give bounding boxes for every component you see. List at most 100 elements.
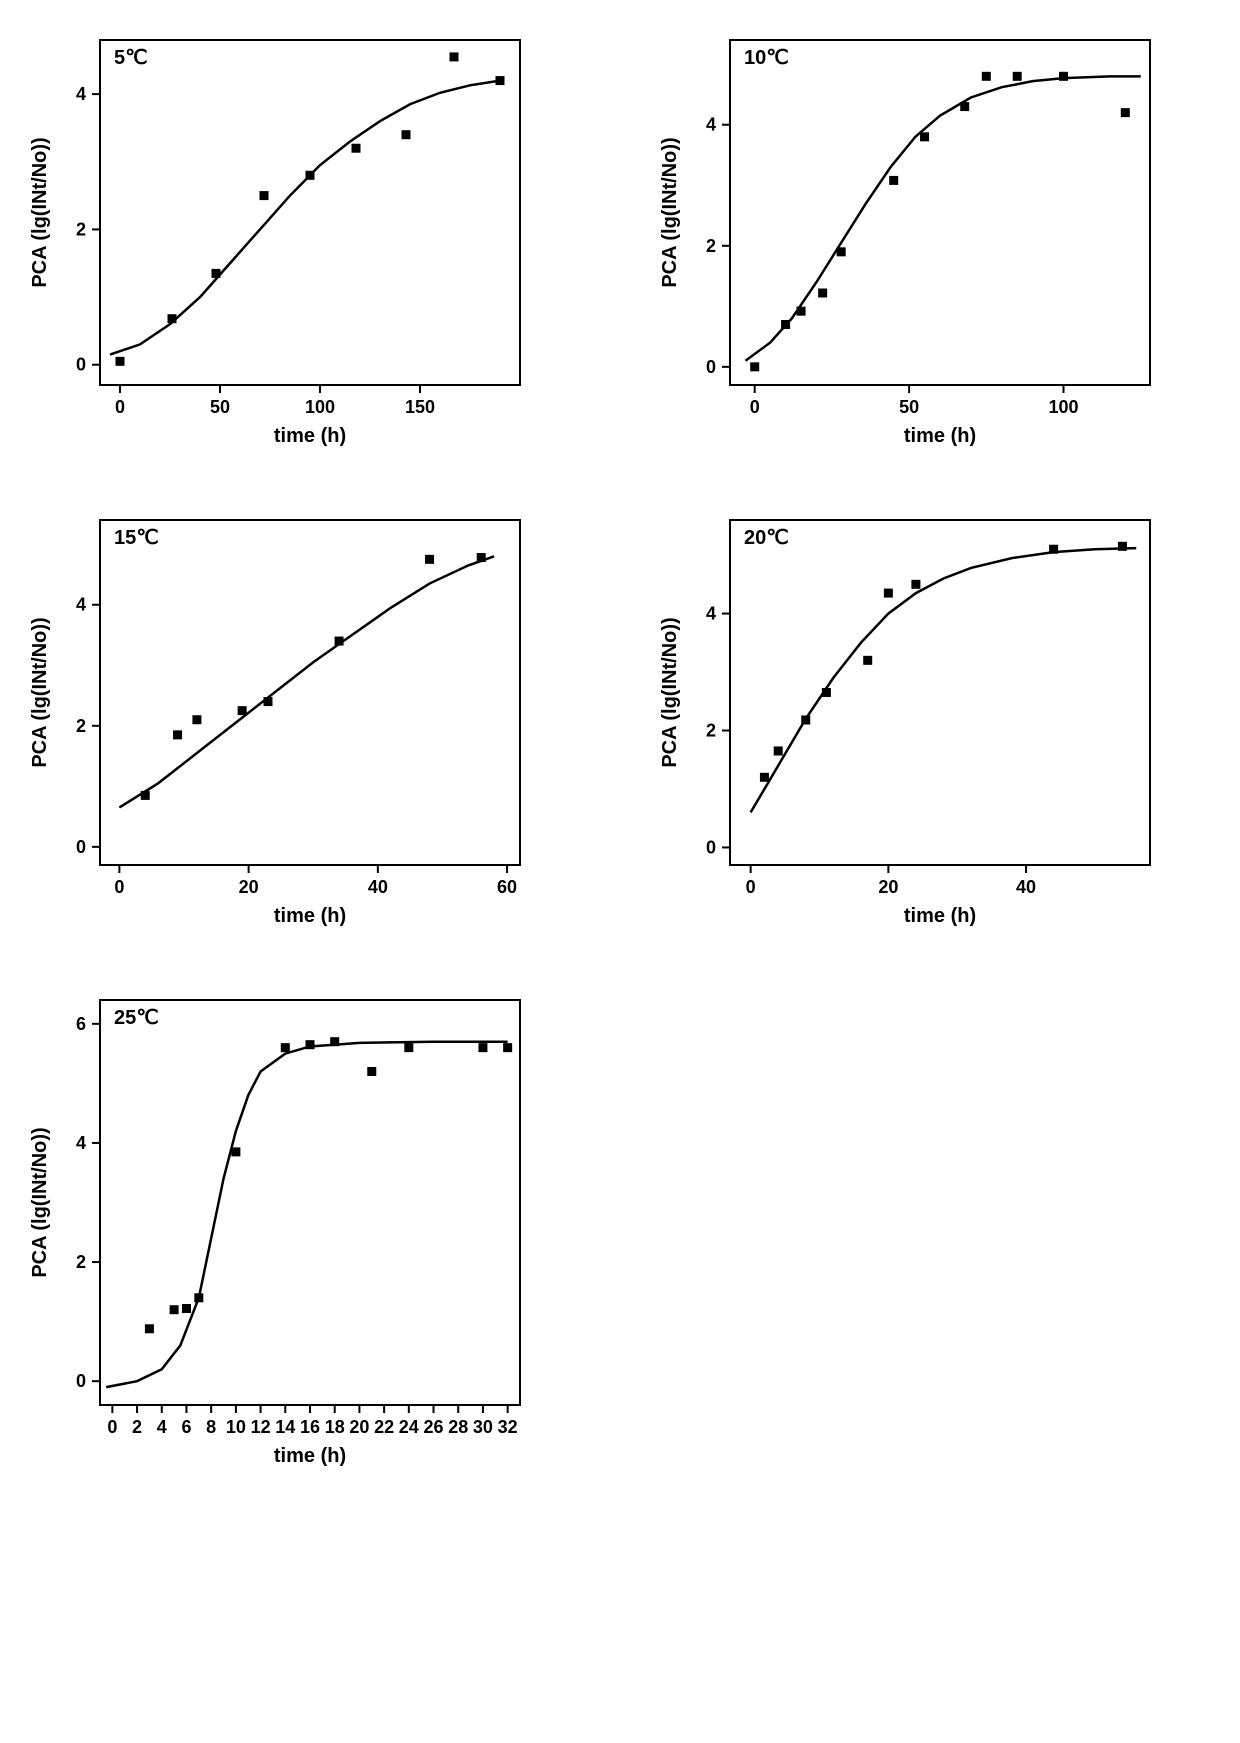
data-point [496, 76, 505, 85]
fitted-curve [751, 548, 1137, 812]
x-tick-label: 40 [368, 877, 388, 897]
x-axis-label: time (h) [904, 425, 976, 447]
data-point [884, 589, 893, 598]
data-point [822, 688, 831, 697]
x-axis-label: time (h) [904, 905, 976, 927]
data-point [863, 656, 872, 665]
x-tick-label: 24 [399, 1417, 419, 1437]
x-tick-label: 30 [473, 1417, 493, 1437]
y-tick-label: 4 [76, 84, 86, 104]
data-point [477, 553, 486, 562]
data-point [145, 1324, 154, 1333]
data-point [170, 1305, 179, 1314]
y-tick-label: 0 [76, 837, 86, 857]
chart-20c: 0 20 40 0 2 4 time (h) PCA (lg(INt/No)) 20℃ [650, 500, 1220, 940]
fitted-curve [745, 76, 1140, 360]
x-tick-label: 8 [206, 1417, 216, 1437]
y-tick-label: 2 [706, 721, 716, 741]
y-tick-label: 4 [76, 595, 86, 615]
y-tick-label: 4 [706, 115, 716, 135]
x-tick-label: 22 [374, 1417, 394, 1437]
x-axis-label: time (h) [274, 905, 346, 927]
x-tick-label: 20 [878, 877, 898, 897]
x-tick-label: 12 [251, 1417, 271, 1437]
data-point [889, 176, 898, 185]
x-tick-label: 60 [497, 877, 517, 897]
y-tick-label: 2 [76, 1252, 86, 1272]
y-tick-label: 4 [76, 1133, 86, 1153]
data-point [920, 132, 929, 141]
x-tick-label: 150 [405, 397, 435, 417]
y-axis-label: PCA (lg(INt/No)) [659, 617, 681, 767]
y-tick-label: 4 [706, 604, 716, 624]
panel-label: 10℃ [744, 47, 789, 69]
data-point [231, 1147, 240, 1156]
y-tick-label: 0 [76, 1371, 86, 1391]
data-point [1118, 542, 1127, 551]
data-point [402, 130, 411, 139]
y-tick-label: 0 [706, 357, 716, 377]
data-point [774, 746, 783, 755]
data-point [330, 1037, 339, 1046]
data-point [367, 1067, 376, 1076]
x-tick-label: 20 [349, 1417, 369, 1437]
data-point [1049, 545, 1058, 554]
x-tick-label: 18 [325, 1417, 345, 1437]
x-tick-label: 4 [157, 1417, 167, 1437]
data-point [212, 269, 221, 278]
x-tick-label: 100 [1049, 397, 1079, 417]
x-tick-label: 50 [899, 397, 919, 417]
x-tick-label: 0 [115, 397, 125, 417]
data-point [306, 171, 315, 180]
y-axis-label: PCA (lg(INt/No)) [29, 1127, 51, 1277]
x-tick-label: 26 [424, 1417, 444, 1437]
data-point [960, 102, 969, 111]
data-point [818, 289, 827, 298]
data-point [260, 191, 269, 200]
data-point [982, 72, 991, 81]
x-tick-label: 40 [1016, 877, 1036, 897]
panel-label: 5℃ [114, 47, 148, 69]
y-tick-label: 2 [76, 716, 86, 736]
x-tick-label: 6 [181, 1417, 191, 1437]
x-axis-label: time (h) [274, 425, 346, 447]
y-axis-label: PCA (lg(INt/No)) [659, 137, 681, 287]
data-point [797, 307, 806, 316]
data-point [1059, 72, 1068, 81]
x-tick-label: 2 [132, 1417, 142, 1437]
y-axis-label: PCA (lg(INt/No)) [29, 617, 51, 767]
y-tick-label: 0 [706, 837, 716, 857]
data-point [837, 247, 846, 256]
data-point [335, 637, 344, 646]
data-point [168, 314, 177, 323]
fitted-curve [110, 81, 500, 355]
x-tick-label: 100 [305, 397, 335, 417]
chart-25c: 024681012141618202224262830320246time (h… [20, 980, 590, 1480]
data-point [192, 715, 201, 724]
x-tick-label: 20 [239, 877, 259, 897]
data-point [182, 1304, 191, 1313]
data-point [781, 320, 790, 329]
data-point [404, 1043, 413, 1052]
x-tick-label: 32 [498, 1417, 518, 1437]
data-point [801, 715, 810, 724]
data-point [306, 1040, 315, 1049]
y-tick-label: 6 [76, 1014, 86, 1034]
panel-label: 20℃ [744, 527, 789, 549]
data-point [281, 1043, 290, 1052]
y-axis-label: PCA (lg(INt/No)) [29, 137, 51, 287]
chart-5c: 050100150024time (h)PCA (lg(INt/No))5℃ [20, 20, 590, 460]
data-point [750, 362, 759, 371]
chart-10c: 050100024time (h)PCA (lg(INt/No))10℃ [650, 20, 1220, 460]
data-point [238, 706, 247, 715]
data-point [760, 773, 769, 782]
x-tick-label: 28 [448, 1417, 468, 1437]
panel-label: 25℃ [114, 1007, 159, 1029]
x-tick-label: 0 [746, 877, 756, 897]
x-tick-label: 0 [750, 397, 760, 417]
data-point [503, 1043, 512, 1052]
data-point [1013, 72, 1022, 81]
x-tick-label: 0 [107, 1417, 117, 1437]
data-point [478, 1043, 487, 1052]
panel-label: 15℃ [114, 527, 159, 549]
